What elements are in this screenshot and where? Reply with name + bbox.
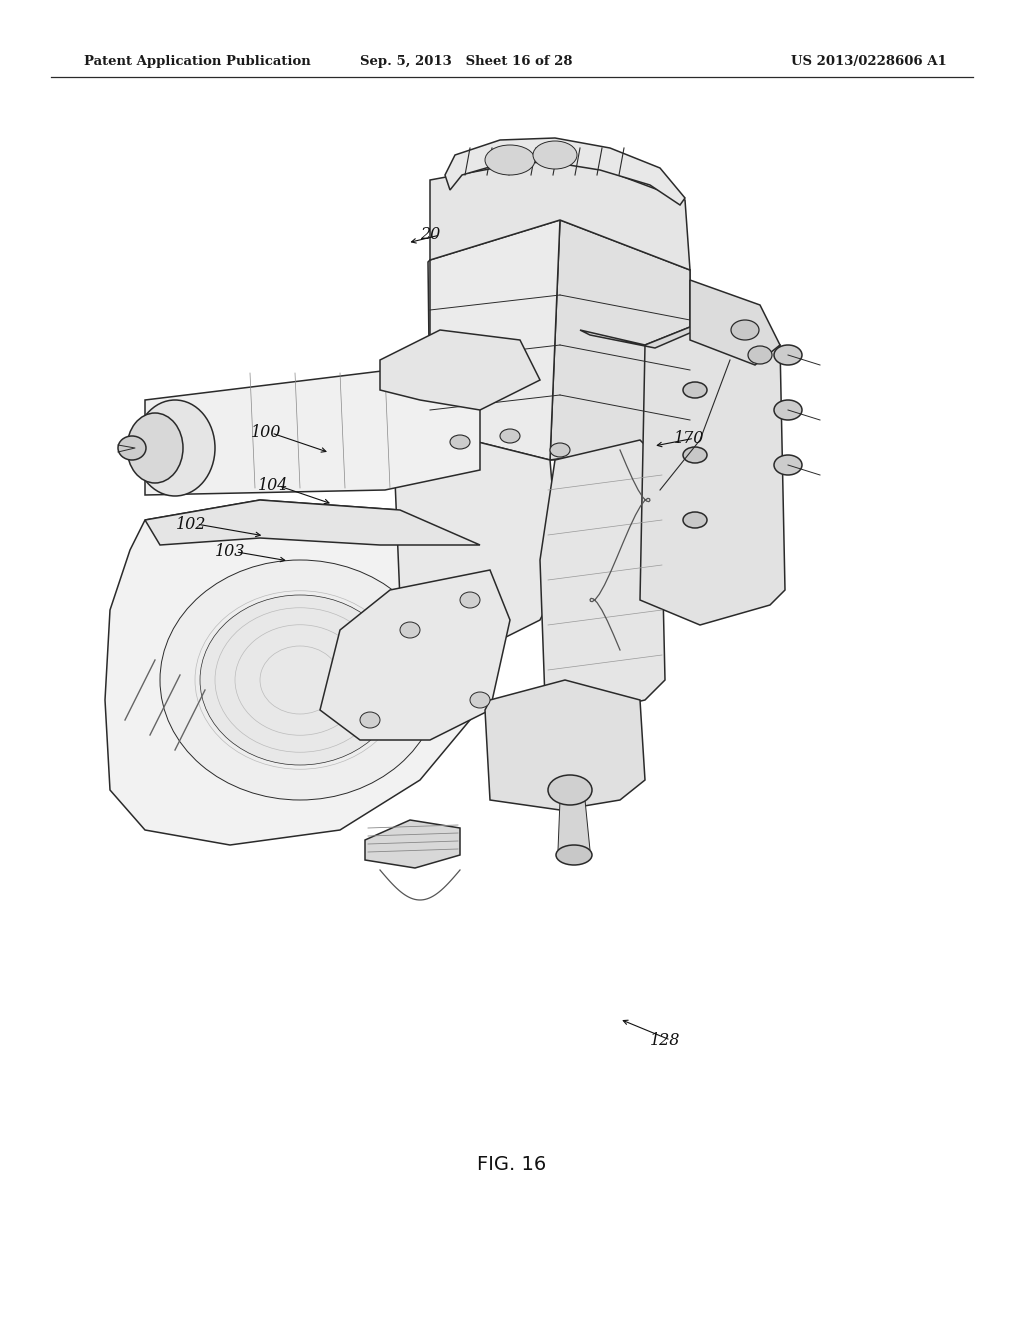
Ellipse shape xyxy=(500,429,520,444)
Ellipse shape xyxy=(683,381,707,399)
Ellipse shape xyxy=(127,413,183,483)
Ellipse shape xyxy=(556,845,592,865)
Polygon shape xyxy=(690,280,780,366)
Ellipse shape xyxy=(470,692,490,708)
Ellipse shape xyxy=(748,346,772,364)
Ellipse shape xyxy=(460,591,480,609)
Ellipse shape xyxy=(774,455,802,475)
Polygon shape xyxy=(485,680,645,810)
Ellipse shape xyxy=(731,319,759,341)
Polygon shape xyxy=(550,220,690,459)
Ellipse shape xyxy=(200,595,400,766)
Text: Sep. 5, 2013   Sheet 16 of 28: Sep. 5, 2013 Sheet 16 of 28 xyxy=(359,55,572,67)
Text: FIG. 16: FIG. 16 xyxy=(477,1155,547,1173)
Text: 128: 128 xyxy=(650,1032,681,1048)
Ellipse shape xyxy=(400,622,420,638)
Polygon shape xyxy=(319,570,510,741)
Ellipse shape xyxy=(160,560,440,800)
Polygon shape xyxy=(395,430,560,640)
Ellipse shape xyxy=(550,444,570,457)
Text: 100: 100 xyxy=(251,425,282,441)
Text: 170: 170 xyxy=(674,430,705,446)
Text: 102: 102 xyxy=(176,516,207,532)
Text: Patent Application Publication: Patent Application Publication xyxy=(84,55,310,67)
Polygon shape xyxy=(365,820,460,869)
Polygon shape xyxy=(580,315,780,348)
Polygon shape xyxy=(558,800,590,850)
Ellipse shape xyxy=(485,145,535,176)
Polygon shape xyxy=(445,139,685,205)
Ellipse shape xyxy=(135,400,215,496)
Text: 104: 104 xyxy=(258,478,289,494)
Text: 103: 103 xyxy=(215,544,246,560)
Ellipse shape xyxy=(548,775,592,805)
Polygon shape xyxy=(428,220,690,459)
Polygon shape xyxy=(105,500,490,845)
Polygon shape xyxy=(380,330,540,411)
Polygon shape xyxy=(430,154,690,271)
Polygon shape xyxy=(145,370,480,495)
Text: 20: 20 xyxy=(420,227,440,243)
Ellipse shape xyxy=(450,436,470,449)
Ellipse shape xyxy=(118,436,146,459)
Ellipse shape xyxy=(774,400,802,420)
Ellipse shape xyxy=(360,711,380,729)
Ellipse shape xyxy=(683,447,707,463)
Polygon shape xyxy=(430,220,560,459)
Polygon shape xyxy=(145,500,480,545)
Polygon shape xyxy=(640,315,785,624)
Ellipse shape xyxy=(683,512,707,528)
Text: US 2013/0228606 A1: US 2013/0228606 A1 xyxy=(792,55,947,67)
Ellipse shape xyxy=(534,141,577,169)
Ellipse shape xyxy=(774,345,802,366)
Polygon shape xyxy=(540,440,665,719)
